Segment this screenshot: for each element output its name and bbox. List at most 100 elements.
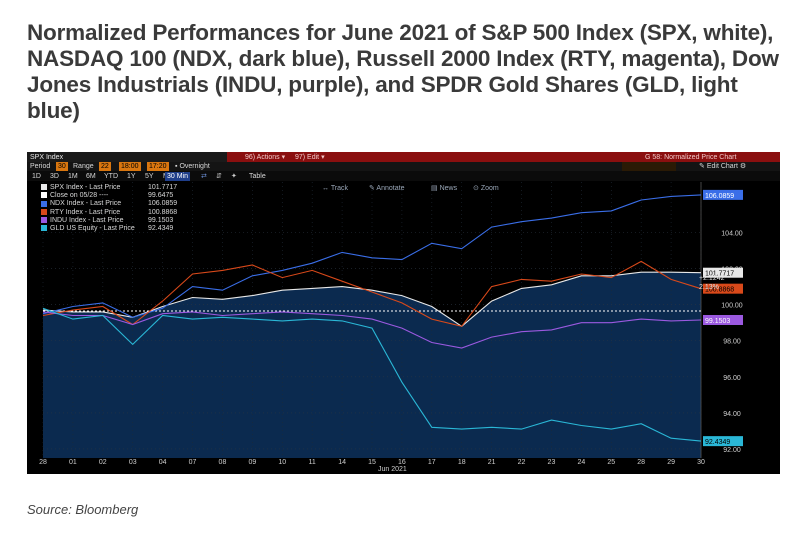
percent-annotation: 2.13%: [699, 284, 719, 291]
legend-item-gld[interactable]: GLD US Equity - Last Price 92.4349: [41, 225, 173, 233]
timeframe-1d-button[interactable]: 1D: [32, 173, 41, 180]
edit-menu[interactable]: 97) Edit ▾: [295, 154, 325, 161]
x-tick-label: 28: [637, 459, 645, 466]
legend-item-spx[interactable]: SPX Index - Last Price 101.7717: [41, 184, 177, 192]
gear-icon: ⚙: [739, 163, 747, 170]
y-tick-label: 100.00: [721, 303, 743, 310]
time-from-field[interactable]: 18:00: [119, 162, 141, 171]
timeframe-5y-button[interactable]: 5Y: [145, 173, 154, 180]
x-tick-label: 25: [607, 459, 615, 466]
edit-chart-button[interactable]: ✎ Edit Chart ⚙: [699, 162, 746, 171]
y-tick-label: 96.00: [723, 375, 741, 382]
legend-value: 99.1503: [148, 216, 174, 224]
legend-value: 101.7717: [148, 184, 178, 191]
legend-swatch: [41, 208, 47, 215]
y-tick-label: 94.00: [723, 411, 741, 418]
tool-news-button[interactable]: ▤ News: [431, 184, 457, 193]
bloomberg-chart-panel: SPX Index 96) Actions ▾ 97) Edit ▾ G 58:…: [27, 152, 780, 474]
time-to-field[interactable]: 17:20: [147, 162, 169, 171]
news-icon: ▤: [431, 185, 438, 192]
timeframe-ytd-button[interactable]: YTD: [104, 173, 118, 180]
period-label: Period: [30, 163, 51, 170]
x-tick-label: 23: [548, 459, 556, 466]
legend-value: 100.8868: [148, 208, 178, 216]
rty-value-label: 100.8868: [705, 287, 734, 294]
x-tick-label: 22: [518, 459, 526, 466]
legend-label: SPX Index - Last Price: [50, 184, 121, 191]
x-tick-label: 04: [159, 459, 167, 466]
indu-value-label: 99.1503: [705, 318, 730, 325]
x-tick-label: 15: [368, 459, 376, 466]
legend-item-rty[interactable]: RTY Index - Last Price 100.8868: [41, 209, 177, 217]
overnight-checkbox[interactable]: ▪ Overnight: [175, 163, 210, 170]
legend-swatch: [41, 200, 47, 207]
x-tick-label: 11: [309, 459, 316, 466]
y-tick-label: 98.00: [723, 339, 741, 346]
edit-data-field[interactable]: [622, 162, 676, 171]
x-tick-label: 24: [577, 459, 585, 466]
zoom-icon: ⊙: [473, 185, 479, 192]
spx-value-label: 101.7717: [705, 271, 734, 278]
source-note: Source: Bloomberg: [27, 502, 139, 517]
x-tick-label: 29: [667, 459, 675, 466]
x-tick-label: 03: [129, 459, 137, 466]
x-tick-label: 18: [458, 459, 466, 466]
timeframe-1y-button[interactable]: 1Y: [127, 173, 136, 180]
x-tick-label: 09: [248, 459, 256, 466]
gld-value-label: 92.4349: [705, 439, 730, 446]
period-bar: [27, 162, 780, 171]
x-tick-label: 30: [697, 459, 705, 466]
events-icon[interactable]: ✦: [231, 173, 237, 180]
timeframe-6m-button[interactable]: 6M: [86, 173, 96, 180]
spx-series-line: [42, 271, 702, 327]
legend-item-indu[interactable]: INDU Index - Last Price 99.1503: [41, 217, 173, 225]
x-tick-label: 28: [39, 459, 47, 466]
tool-annotate-button[interactable]: ✎ Annotate: [369, 184, 404, 193]
legend-label: RTY Index - Last Price: [50, 208, 121, 216]
x-tick-label: 01: [69, 459, 77, 466]
legend-label: NDX Index - Last Price: [50, 200, 122, 208]
x-tick-label: 16: [398, 459, 406, 466]
tool-zoom-button[interactable]: ⊙ Zoom: [473, 184, 499, 193]
timeframe-1m-button[interactable]: 1M: [68, 173, 78, 180]
timeframe-3d-button[interactable]: 3D: [50, 173, 59, 180]
legend-item-close[interactable]: Close on 05/28 ---- 99.6475: [41, 192, 173, 200]
period-field[interactable]: 30: [56, 162, 68, 171]
tool-label: Zoom: [478, 185, 499, 192]
legend-value: 92.4349: [148, 225, 174, 232]
x-axis-label: Jun 2021: [378, 466, 407, 473]
legend-value: 99.6475: [148, 192, 174, 200]
legend-swatch: [41, 216, 47, 223]
tool-label: News: [437, 185, 458, 192]
timeframe-bar: [27, 171, 780, 181]
gld-series-line: [42, 307, 702, 442]
legend-label: INDU Index - Last Price: [50, 216, 124, 224]
x-tick-label: 17: [428, 459, 436, 466]
x-tick-label: 21: [488, 459, 496, 466]
table-button[interactable]: Table: [249, 173, 266, 180]
x-tick-label: 14: [338, 459, 346, 466]
legend-swatch: [41, 192, 47, 199]
overnight-label: Overnight: [179, 163, 210, 170]
actions-menu[interactable]: 96) Actions ▾: [245, 154, 286, 161]
legend-item-ndx[interactable]: NDX Index - Last Price 106.0859: [41, 200, 177, 208]
change-annotation: +2.1242: [699, 275, 725, 282]
legend-value: 106.0859: [148, 200, 178, 208]
tool-track-button[interactable]: ↔ Track: [322, 184, 348, 193]
legend-swatch: [41, 184, 47, 191]
indu-series-line: [42, 311, 702, 349]
rty-value-tag: [703, 283, 743, 294]
chart-title: G 58: Normalized Price Chart: [645, 154, 737, 161]
ndx-value-tag: [703, 189, 743, 200]
page-title: Normalized Performances for June 2021 of…: [27, 20, 779, 123]
x-tick-label: 02: [99, 459, 107, 466]
range-field[interactable]: 22: [99, 162, 111, 171]
line-style-icon[interactable]: ⇄: [201, 173, 207, 180]
legend-label: Close on 05/28 ----: [50, 192, 109, 200]
security-label: SPX Index: [30, 154, 64, 161]
compare-icon[interactable]: ⇵: [216, 173, 222, 180]
rty-series-line: [42, 260, 702, 327]
legend-label: GLD US Equity - Last Price: [50, 225, 135, 232]
interval-select[interactable]: 30 Min: [165, 172, 191, 181]
